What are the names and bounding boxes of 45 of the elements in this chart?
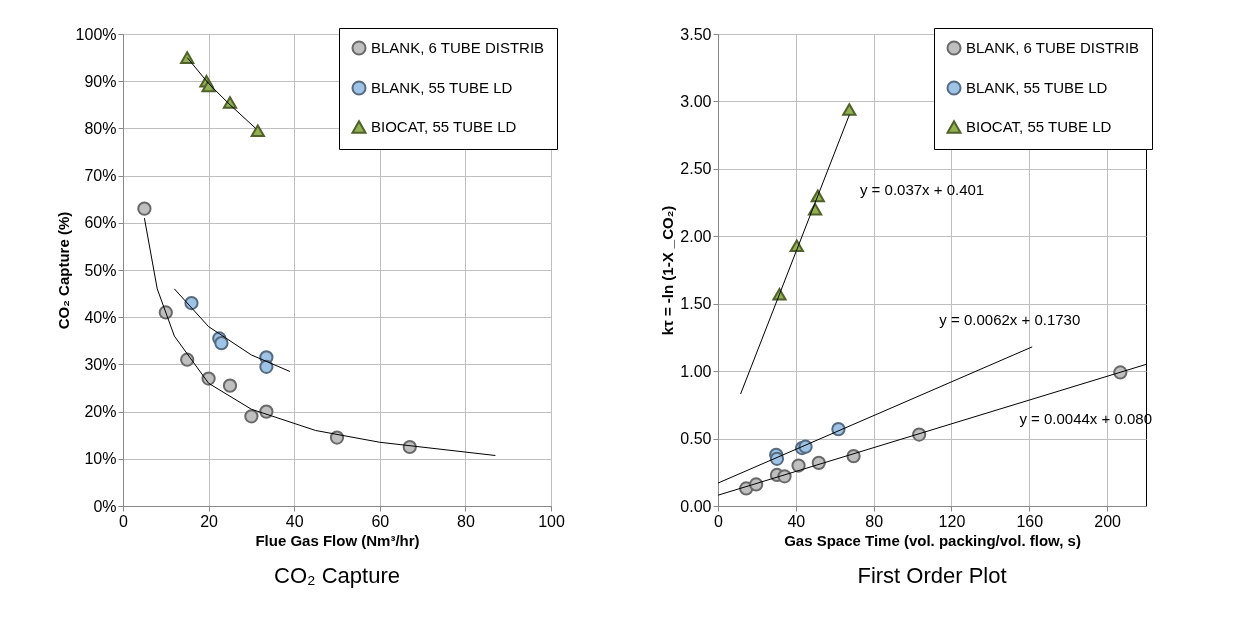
y-tick-label: 0.00 bbox=[680, 497, 712, 515]
x-tick-label: 200 bbox=[1094, 512, 1122, 530]
x-tick-label: 0 bbox=[119, 512, 129, 530]
y-tick-label: 60% bbox=[84, 214, 117, 232]
y-tick-label: 2.50 bbox=[680, 160, 712, 178]
y-tick-label: 3.50 bbox=[680, 25, 712, 43]
x-tick-label: 20 bbox=[200, 512, 219, 530]
y-tick-label: 3.00 bbox=[680, 92, 712, 110]
x-tick-label: 80 bbox=[865, 512, 884, 530]
text: CO₂ Capture bbox=[274, 563, 400, 588]
x-tick-label: 40 bbox=[285, 512, 304, 530]
legend-label: BLANK, 55 TUBE LD bbox=[371, 79, 513, 96]
x-tick-label: 0 bbox=[714, 512, 724, 530]
x-tick-label: 160 bbox=[1016, 512, 1044, 530]
legend-label: BIOCAT, 55 TUBE LD bbox=[966, 118, 1112, 135]
y-tick-label: 90% bbox=[84, 72, 117, 90]
y-tick-label: 100% bbox=[75, 25, 117, 43]
y-tick-label: 10% bbox=[84, 450, 117, 468]
y-tick-label: 30% bbox=[84, 355, 117, 373]
legend-label: BLANK, 6 TUBE DISTRIB bbox=[966, 39, 1140, 56]
y-tick-label: 80% bbox=[84, 119, 117, 137]
x-axis-title: Flue Gas Flow (Nm³/hr) bbox=[255, 531, 420, 549]
annotation: y = 0.0062x + 0.1730 bbox=[939, 311, 1081, 329]
text: First Order Plot bbox=[857, 563, 1007, 588]
x-tick-label: 40 bbox=[787, 512, 806, 530]
x-axis-title: Gas Space Time (vol. packing/vol. flow, s) bbox=[784, 531, 1081, 549]
y-axis-title: kτ = -ln (1-X _CO₂) bbox=[659, 205, 677, 336]
y-tick-label: 0% bbox=[93, 497, 117, 515]
legend-label: BIOCAT, 55 TUBE LD bbox=[371, 118, 517, 135]
y-tick-label: 70% bbox=[84, 167, 117, 185]
x-tick-label: 120 bbox=[938, 512, 966, 530]
x-tick-label: 100 bbox=[538, 512, 565, 530]
y-axis-title: CO₂ Capture (%) bbox=[54, 211, 72, 330]
y-tick-label: 20% bbox=[84, 403, 117, 421]
y-tick-label: 40% bbox=[84, 308, 117, 326]
y-tick-label: 2.00 bbox=[680, 227, 712, 245]
x-tick-label: 80 bbox=[457, 512, 475, 530]
annotation: y = 0.037x + 0.401 bbox=[859, 181, 985, 199]
legend-label: BLANK, 6 TUBE DISTRIB bbox=[371, 39, 545, 56]
x-tick-label: 60 bbox=[371, 512, 390, 530]
y-tick-label: 0.50 bbox=[680, 430, 712, 448]
legend-label: BLANK, 55 TUBE LD bbox=[966, 79, 1108, 96]
y-tick-label: 50% bbox=[84, 261, 117, 279]
y-tick-label: 1.50 bbox=[680, 295, 712, 313]
y-tick-label: 1.00 bbox=[680, 362, 712, 380]
